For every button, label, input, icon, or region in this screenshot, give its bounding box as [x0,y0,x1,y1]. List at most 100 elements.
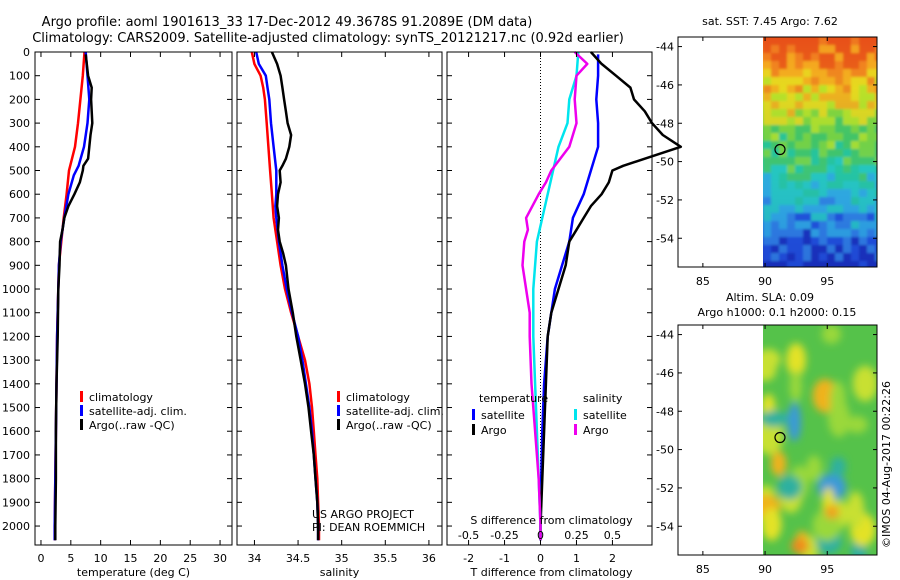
sst-cell [859,125,867,133]
sst-map-lon-tick-label: 85 [696,275,710,288]
sst-cell [851,149,859,157]
sst-cell [763,237,771,245]
sst-cell [803,101,811,109]
sst-cell [827,181,835,189]
sst-cell [787,37,795,45]
sst-cell [819,237,827,245]
sst-cell [859,117,867,125]
sst-cell [779,45,787,53]
sst-cell [843,245,851,253]
sst-cell [843,221,851,229]
sst-cell [819,221,827,229]
sst-cell [867,93,875,101]
salinity-x-tick-label: 34.5 [286,552,311,565]
sst-cell [875,117,877,125]
sla-map: Altim. SLA: 0.09 Argo h1000: 0.1 h2000: … [656,291,878,576]
sst-cell [851,141,859,149]
sst-cell [867,77,875,85]
sst-cell [859,237,867,245]
sla-map-subtitle: Argo h1000: 0.1 h2000: 0.15 [698,306,857,319]
sst-cell [763,61,771,69]
sst-cell [867,165,875,173]
depth-tick-label: 1000 [2,283,30,296]
depth-tick-label: 700 [9,212,30,225]
sst-cell [835,133,843,141]
sst-cell [811,221,819,229]
sst-cell [787,109,795,117]
depth-tick-label: 1600 [2,425,30,438]
sst-cell [819,125,827,133]
legend-swatch [80,419,83,430]
sst-cell [835,253,843,261]
temperature-legend-label: satellite-adj. clim. [89,405,187,418]
sst-map-lon-tick-label: 90 [758,275,772,288]
sst-cell [811,229,819,237]
sla-heatmap [763,325,877,555]
sst-cell [875,93,877,101]
temperature-x-tick-label: 10 [94,552,108,565]
sst-cell [771,221,779,229]
sst-cell [771,37,779,45]
temperature-panel: 0 5 10 15 20 25 300100200300400500600700800900… [2,46,233,579]
sst-cell [763,77,771,85]
sst-cell [803,77,811,85]
sst-cell [851,125,859,133]
sst-cell [851,221,859,229]
legend-swatch [337,419,340,430]
sst-cell [771,45,779,53]
sst-cell [787,93,795,101]
salinity-legend-label: Argo(..raw -QC) [346,419,432,432]
sst-cell [771,213,779,221]
differences-top-tick-label: -0.25 [490,529,518,542]
sst-cell [835,149,843,157]
temperature-x-tick-label: 15 [124,552,138,565]
differences-top-tick-label: 0 [537,529,544,542]
sst-cell [811,45,819,53]
sst-cell [827,37,835,45]
sst-cell [803,117,811,125]
sst-cell [867,261,875,267]
salinity-frame [236,51,443,546]
sst-cell [803,69,811,77]
sst-cell [843,125,851,133]
sst-cell [835,109,843,117]
sst-cell [859,173,867,181]
sst-cell [771,245,779,253]
sst-cell [835,157,843,165]
sst-cell [779,37,787,45]
sst-map-lat-tick-label: -48 [656,117,674,130]
sst-cell [859,53,867,61]
differences-legend-label: satellite [481,409,525,422]
sst-cell [819,213,827,221]
sst-cell [851,229,859,237]
sst-cell [859,197,867,205]
differences-x-tick-label: -1 [499,552,510,565]
sst-cell [867,61,875,69]
sla-map-lon-tick-label: 95 [820,563,834,576]
sst-cell [867,125,875,133]
legend-swatch [472,424,475,435]
sst-map-lon-tick-label: 95 [820,275,834,288]
temperature-x-axis-label: temperature (deg C) [77,566,190,579]
sst-cell [803,149,811,157]
sst-cell [867,149,875,157]
sst-cell [843,197,851,205]
depth-tick-label: 900 [9,259,30,272]
sst-cell [827,117,835,125]
sst-cell [851,157,859,165]
sst-cell [835,261,843,267]
sst-cell [859,69,867,77]
sla-blob [789,370,802,402]
sst-cell [851,45,859,53]
sst-cell [859,133,867,141]
sst-cell [771,149,779,157]
sst-cell [827,157,835,165]
sst-cell [843,205,851,213]
sst-cell [843,189,851,197]
sst-cell [827,197,835,205]
sst-cell [859,45,867,53]
sst-cell [843,61,851,69]
sst-cell [819,109,827,117]
sst-cell [795,109,803,117]
sst-cell [819,173,827,181]
